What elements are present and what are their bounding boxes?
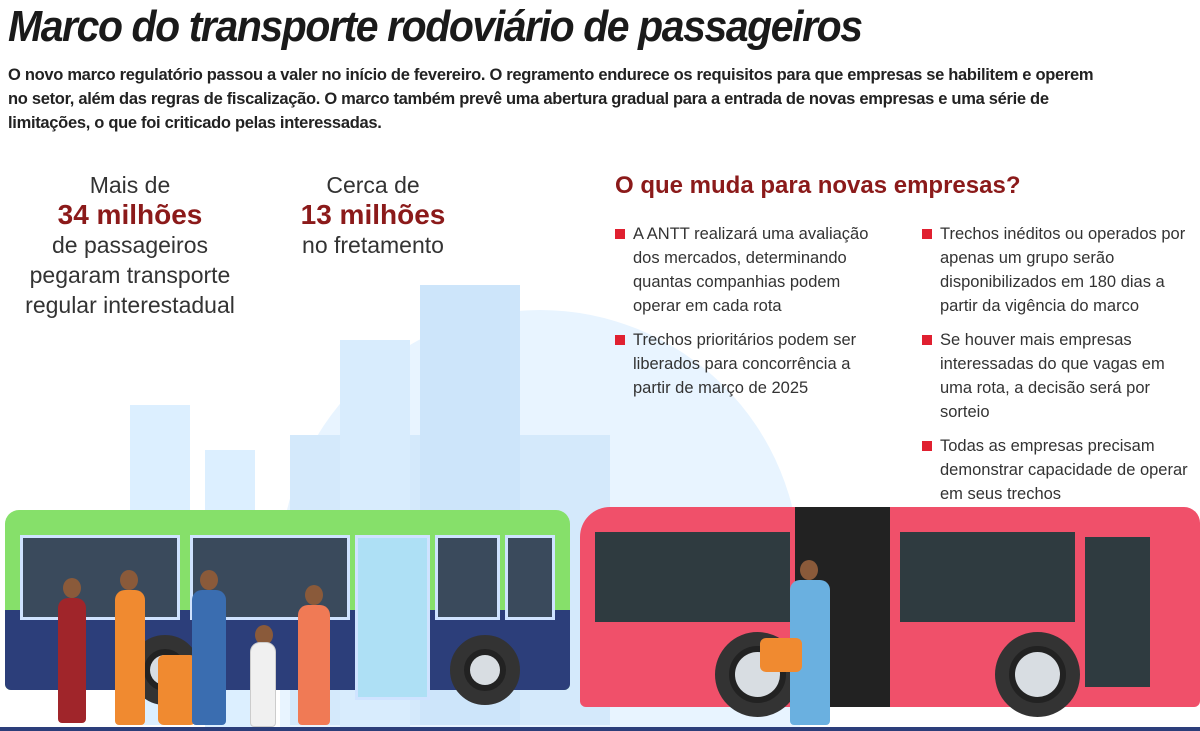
- list-item: Todas as empresas precisam demonstrar ca…: [922, 434, 1192, 506]
- stat-charter: Cerca de 13 milhões no fretamento: [273, 170, 473, 260]
- bullet-square-icon: [922, 441, 932, 451]
- bullet-square-icon: [922, 229, 932, 239]
- list-item-text: Trechos inéditos ou operados por apenas …: [940, 225, 1186, 315]
- passengers-illustration: [0, 560, 900, 730]
- list-item: Trechos inéditos ou operados por apenas …: [922, 222, 1192, 318]
- stat-value: 13 milhões: [300, 199, 446, 230]
- changes-heading: O que muda para novas empresas?: [615, 172, 1021, 199]
- list-item: Trechos prioritários podem ser liberados…: [615, 328, 885, 400]
- list-item-text: Trechos prioritários podem ser liberados…: [633, 331, 857, 397]
- changes-list-right: Trechos inéditos ou operados por apenas …: [922, 222, 1192, 516]
- red-bus-icon: [580, 497, 1200, 722]
- stat-prefix: Cerca de: [326, 172, 420, 198]
- bullet-square-icon: [615, 335, 625, 345]
- stat-line: pegaram transporte: [29, 262, 231, 288]
- list-item-text: Todas as empresas precisam demonstrar ca…: [940, 437, 1188, 503]
- intro-paragraph: O novo marco regulatório passou a valer …: [8, 66, 1094, 132]
- stat-regular-passengers: Mais de 34 milhões de passageiros pegara…: [0, 170, 260, 320]
- stat-line: de passageiros: [52, 232, 208, 258]
- list-item: A ANTT realizará uma avaliação dos merca…: [615, 222, 885, 318]
- stat-line: no fretamento: [302, 232, 444, 258]
- stat-line: regular interestadual: [25, 292, 235, 318]
- list-item: Se houver mais empresas interessadas do …: [922, 328, 1192, 424]
- changes-list-left: A ANTT realizará uma avaliação dos merca…: [615, 222, 885, 410]
- ground-line: [0, 727, 1200, 731]
- bullet-square-icon: [922, 335, 932, 345]
- stat-value: 34 milhões: [57, 199, 203, 230]
- page-title: Marco do transporte rodoviário de passag…: [8, 2, 863, 51]
- stat-prefix: Mais de: [89, 172, 171, 198]
- bullet-square-icon: [615, 229, 625, 239]
- list-item-text: A ANTT realizará uma avaliação dos merca…: [633, 225, 869, 315]
- list-item-text: Se houver mais empresas interessadas do …: [940, 331, 1165, 421]
